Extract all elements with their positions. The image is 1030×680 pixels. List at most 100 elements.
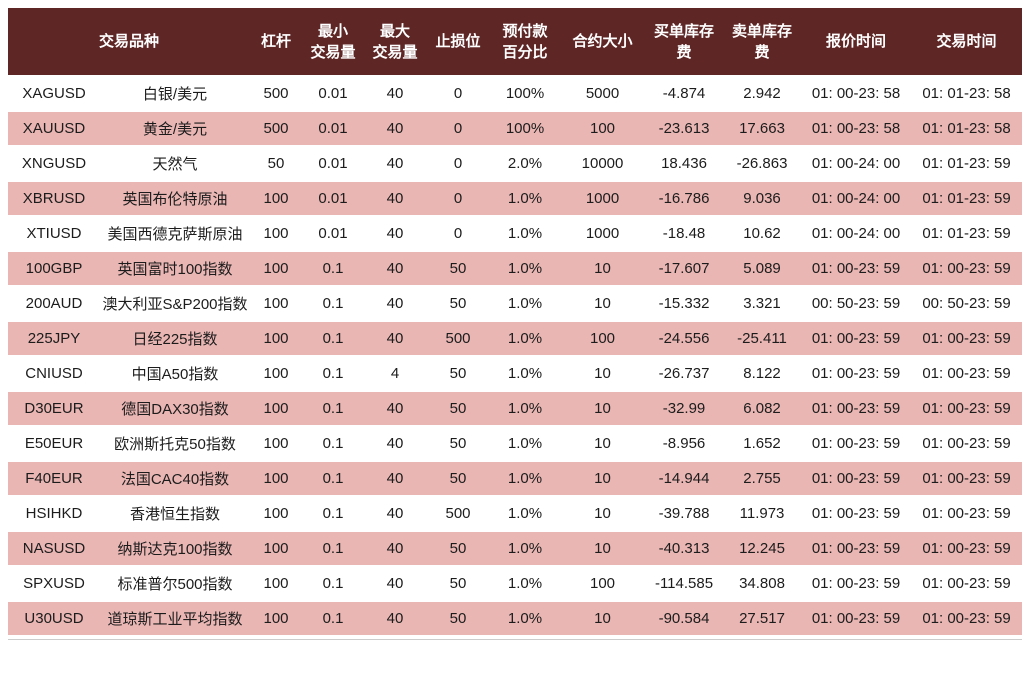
cell-buy-swap: 18.436 [645, 145, 724, 180]
cell-contract-size: 10 [560, 600, 646, 635]
cell-buy-swap: -18.48 [645, 215, 724, 250]
cell-leverage: 100 [250, 565, 303, 600]
cell-contract-size: 1000 [560, 180, 646, 215]
cell-contract-size: 10 [560, 285, 646, 320]
cell-trade-time: 01: 00-23: 59 [911, 495, 1023, 530]
column-header-instrument: 交易品种 [8, 8, 251, 75]
cell-leverage: 100 [250, 495, 303, 530]
cell-stop-level: 50 [426, 565, 491, 600]
cell-max-volume: 40 [364, 215, 427, 250]
cell-leverage: 100 [250, 215, 303, 250]
cell-trade-time: 00: 50-23: 59 [911, 285, 1023, 320]
cell-min-volume: 0.1 [302, 320, 365, 355]
cell-margin-percent: 1.0% [490, 530, 561, 565]
cell-leverage: 100 [250, 320, 303, 355]
cell-symbol: 225JPY [8, 320, 100, 355]
cell-min-volume: 0.01 [302, 180, 365, 215]
cell-stop-level: 500 [426, 495, 491, 530]
table-row: XNGUSD 天然气 50 0.01 40 0 2.0% 10000 18.436 -26.863… [8, 145, 1023, 180]
cell-max-volume: 40 [364, 75, 427, 110]
cell-max-volume: 4 [364, 355, 427, 390]
cell-buy-swap: -8.956 [645, 425, 724, 460]
cell-contract-size: 100 [560, 565, 646, 600]
cell-trade-time: 01: 01-23: 58 [911, 75, 1023, 110]
cell-max-volume: 40 [364, 285, 427, 320]
cell-stop-level: 0 [426, 180, 491, 215]
cell-leverage: 500 [250, 75, 303, 110]
cell-quote-time: 01: 00-23: 59 [801, 530, 912, 565]
cell-trade-time: 01: 01-23: 59 [911, 215, 1023, 250]
cell-max-volume: 40 [364, 110, 427, 145]
cell-name: 白银/美元 [100, 75, 251, 110]
cell-buy-swap: -26.737 [645, 355, 724, 390]
cell-name: 英国富时100指数 [100, 250, 251, 285]
cell-leverage: 100 [250, 600, 303, 635]
table-row: CNIUSD 中国A50指数 100 0.1 4 50 1.0% 10 -26.737 8.122… [8, 355, 1023, 390]
table-row: SPXUSD 标准普尔500指数 100 0.1 40 50 1.0% 100 -114.585… [8, 565, 1023, 600]
cell-max-volume: 40 [364, 145, 427, 180]
cell-margin-percent: 1.0% [490, 565, 561, 600]
cell-symbol: XTIUSD [8, 215, 100, 250]
cell-contract-size: 100 [560, 110, 646, 145]
cell-trade-time: 01: 01-23: 58 [911, 110, 1023, 145]
cell-margin-percent: 1.0% [490, 320, 561, 355]
column-header-max-volume: 最大 交易量 [364, 8, 427, 75]
cell-contract-size: 1000 [560, 215, 646, 250]
cell-sell-swap: 2.755 [723, 460, 802, 495]
cell-min-volume: 0.1 [302, 250, 365, 285]
cell-trade-time: 01: 00-23: 59 [911, 355, 1023, 390]
cell-trade-time: 01: 00-23: 59 [911, 320, 1023, 355]
cell-max-volume: 40 [364, 460, 427, 495]
cell-max-volume: 40 [364, 600, 427, 635]
cell-symbol: SPXUSD [8, 565, 100, 600]
cell-margin-percent: 1.0% [490, 600, 561, 635]
cell-name: 澳大利亚S&P200指数 [100, 285, 251, 320]
cell-margin-percent: 1.0% [490, 215, 561, 250]
cell-sell-swap: 8.122 [723, 355, 802, 390]
cell-sell-swap: 34.808 [723, 565, 802, 600]
cell-sell-swap: 11.973 [723, 495, 802, 530]
cell-leverage: 100 [250, 285, 303, 320]
column-header-margin-percent: 预付款 百分比 [490, 8, 561, 75]
cell-trade-time: 01: 00-23: 59 [911, 390, 1023, 425]
cell-stop-level: 50 [426, 530, 491, 565]
cell-margin-percent: 1.0% [490, 460, 561, 495]
cell-trade-time: 01: 00-23: 59 [911, 460, 1023, 495]
column-header-min-volume: 最小 交易量 [302, 8, 365, 75]
cell-sell-swap: -26.863 [723, 145, 802, 180]
cell-buy-swap: -40.313 [645, 530, 724, 565]
column-header-contract-size: 合约大小 [560, 8, 646, 75]
cell-name: 法国CAC40指数 [100, 460, 251, 495]
cell-symbol: 200AUD [8, 285, 100, 320]
cell-stop-level: 50 [426, 425, 491, 460]
cell-buy-swap: -15.332 [645, 285, 724, 320]
cell-symbol: HSIHKD [8, 495, 100, 530]
cell-max-volume: 40 [364, 250, 427, 285]
cell-name: 黄金/美元 [100, 110, 251, 145]
cell-stop-level: 50 [426, 285, 491, 320]
table-header: 交易品种 杠杆 最小 交易量 最大 交易量 止损位 预付款 百分比 合约大小 买… [8, 8, 1023, 75]
table-row: NASUSD 纳斯达克100指数 100 0.1 40 50 1.0% 10 -40.313 12… [8, 530, 1023, 565]
cell-trade-time: 01: 01-23: 59 [911, 180, 1023, 215]
cell-margin-percent: 1.0% [490, 250, 561, 285]
cell-quote-time: 01: 00-23: 59 [801, 250, 912, 285]
cell-name: 纳斯达克100指数 [100, 530, 251, 565]
table-row: HSIHKD 香港恒生指数 100 0.1 40 500 1.0% 10 -39.788 11.9… [8, 495, 1023, 530]
cell-sell-swap: 1.652 [723, 425, 802, 460]
cell-buy-swap: -24.556 [645, 320, 724, 355]
cell-name: 英国布伦特原油 [100, 180, 251, 215]
cell-sell-swap: 9.036 [723, 180, 802, 215]
cell-buy-swap: -16.786 [645, 180, 724, 215]
cell-leverage: 100 [250, 180, 303, 215]
column-header-stop-level: 止损位 [426, 8, 491, 75]
column-header-buy-swap: 买单库存费 [645, 8, 724, 75]
table-row: D30EUR 德国DAX30指数 100 0.1 40 50 1.0% 10 -32.99 6.0… [8, 390, 1023, 425]
cell-buy-swap: -39.788 [645, 495, 724, 530]
cell-sell-swap: 10.62 [723, 215, 802, 250]
cell-quote-time: 00: 50-23: 59 [801, 285, 912, 320]
cell-name: 中国A50指数 [100, 355, 251, 390]
cell-max-volume: 40 [364, 425, 427, 460]
table-row: XAUUSD 黄金/美元 500 0.01 40 0 100% 100 -23.613 17.66… [8, 110, 1023, 145]
cell-max-volume: 40 [364, 565, 427, 600]
cell-stop-level: 0 [426, 110, 491, 145]
